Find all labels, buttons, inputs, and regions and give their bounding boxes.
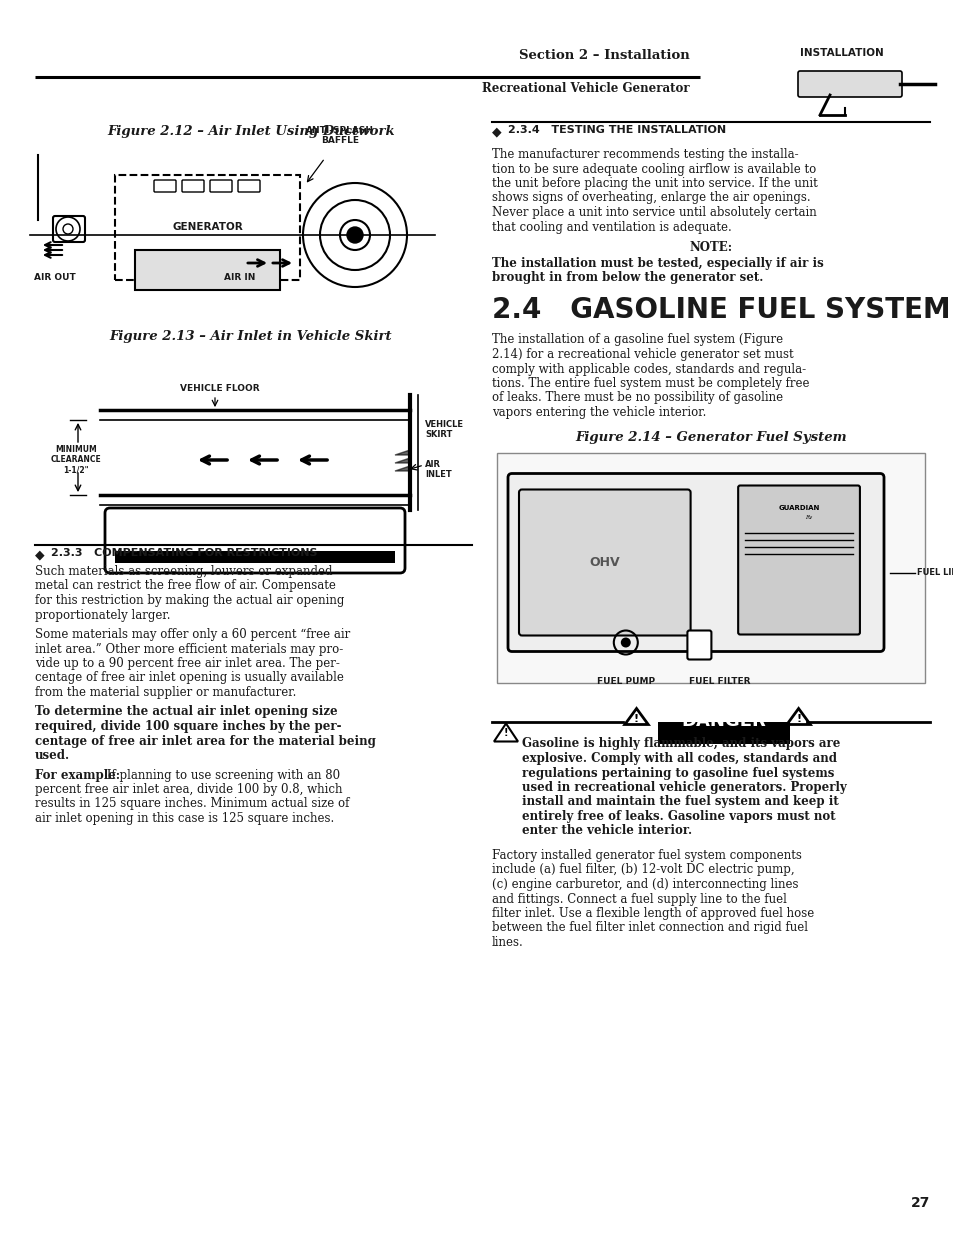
Bar [497,452,924,683]
Text: ◆: ◆ [35,548,45,561]
Text: 2.14) for a recreational vehicle generator set must: 2.14) for a recreational vehicle generat… [492,348,793,361]
Text: results in 125 square inches. Minimum actual size of: results in 125 square inches. Minimum ac… [35,798,349,810]
Polygon shape [395,450,410,454]
Polygon shape [395,458,410,463]
Text: and fittings. Connect a fuel supply line to the fuel: and fittings. Connect a fuel supply line… [492,893,786,905]
FancyBboxPatch shape [518,489,690,636]
Text: To determine the actual air inlet opening size: To determine the actual air inlet openin… [35,705,337,719]
Text: AIR OUT: AIR OUT [34,273,76,282]
Text: VEHICLE FLOOR: VEHICLE FLOOR [180,384,259,393]
Text: used.: used. [35,748,71,762]
Polygon shape [395,466,410,471]
Text: enter the vehicle interior.: enter the vehicle interior. [521,825,691,837]
Text: !: ! [634,714,639,724]
Text: inlet area.” Other more efficient materials may pro-: inlet area.” Other more efficient materi… [35,642,343,656]
FancyBboxPatch shape [237,180,260,191]
FancyBboxPatch shape [797,70,901,98]
Text: NOTE:: NOTE: [689,241,732,254]
Text: vide up to a 90 percent free air inlet area. The per-: vide up to a 90 percent free air inlet a… [35,657,339,671]
Text: the unit before placing the unit into service. If the unit: the unit before placing the unit into se… [492,177,817,190]
Text: Gasoline is highly flammable, and its vapors are: Gasoline is highly flammable, and its va… [521,737,840,751]
Text: The installation must be tested, especially if air is: The installation must be tested, especia… [492,257,822,269]
Text: tion to be sure adequate cooling airflow is available to: tion to be sure adequate cooling airflow… [492,163,816,175]
Text: AIR IN: AIR IN [224,273,255,282]
Text: FUEL LINE: FUEL LINE [916,568,953,577]
Text: FUEL FILTER: FUEL FILTER [688,678,749,687]
FancyBboxPatch shape [53,216,85,242]
Text: (c) engine carburetor, and (d) interconnecting lines: (c) engine carburetor, and (d) interconn… [492,878,798,890]
Text: Factory installed generator fuel system components: Factory installed generator fuel system … [492,848,801,862]
FancyBboxPatch shape [105,508,405,573]
Text: air inlet opening in this case is 125 square inches.: air inlet opening in this case is 125 sq… [35,811,334,825]
Text: GENERATOR: GENERATOR [172,222,243,232]
Text: from the material supplier or manufacturer.: from the material supplier or manufactur… [35,685,296,699]
Text: AIR
INLET: AIR INLET [424,459,452,479]
Text: centage of free air inlet opening is usually available: centage of free air inlet opening is usu… [35,672,343,684]
Text: of leaks. There must be no possibility of gasoline: of leaks. There must be no possibility o… [492,391,782,405]
Text: for this restriction by making the actual air opening: for this restriction by making the actua… [35,594,344,606]
Text: proportionately larger.: proportionately larger. [35,609,171,621]
Text: lines.: lines. [492,936,523,948]
Text: percent free air inlet area, divide 100 by 0.8, which: percent free air inlet area, divide 100 … [35,783,342,797]
Text: 27: 27 [910,1195,929,1210]
Text: For example:: For example: [35,768,120,782]
Bar [658,721,789,743]
Text: used in recreational vehicle generators. Properly: used in recreational vehicle generators.… [521,781,846,794]
Text: 2.3.4   TESTING THE INSTALLATION: 2.3.4 TESTING THE INSTALLATION [507,125,725,135]
Text: 2.3.3   COMPENSATING FOR RESTRICTIONS: 2.3.3 COMPENSATING FOR RESTRICTIONS [51,548,317,558]
Text: ANTI-SPLASH
BAFFLE: ANTI-SPLASH BAFFLE [306,126,374,144]
Bar [115,551,395,563]
Text: !: ! [503,729,508,739]
Text: The installation of a gasoline fuel system (Figure: The installation of a gasoline fuel syst… [492,333,782,347]
Text: shows signs of overheating, enlarge the air openings.: shows signs of overheating, enlarge the … [492,191,810,205]
Text: Never place a unit into service until absolutely certain: Never place a unit into service until ab… [492,206,816,219]
Text: Such materials as screening, louvers or expanded: Such materials as screening, louvers or … [35,564,333,578]
Text: INSTALLATION: INSTALLATION [800,48,882,58]
Circle shape [347,227,363,243]
Text: Figure 2.14 – Generator Fuel System: Figure 2.14 – Generator Fuel System [575,431,846,443]
Text: comply with applicable codes, standards and regula-: comply with applicable codes, standards … [492,363,805,375]
Text: ◆: ◆ [492,125,501,138]
Text: Section 2 – Installation: Section 2 – Installation [518,49,689,62]
Text: If planning to use screening with an 80: If planning to use screening with an 80 [103,768,340,782]
Text: that cooling and ventilation is adequate.: that cooling and ventilation is adequate… [492,221,731,233]
Circle shape [620,637,630,647]
Text: MINIMUM
CLEARANCE
1-1/2": MINIMUM CLEARANCE 1-1/2" [51,445,101,475]
Bar [115,175,299,280]
Text: GUARDIAN: GUARDIAN [778,505,819,510]
Text: vapors entering the vehicle interior.: vapors entering the vehicle interior. [492,406,705,419]
FancyBboxPatch shape [507,473,883,652]
Text: VEHICLE
SKIRT: VEHICLE SKIRT [424,420,463,440]
Text: Recreational Vehicle Generator: Recreational Vehicle Generator [482,82,689,95]
Text: 2.4   GASOLINE FUEL SYSTEM: 2.4 GASOLINE FUEL SYSTEM [492,295,949,324]
Text: required, divide 100 square inches by the per-: required, divide 100 square inches by th… [35,720,341,734]
Text: explosive. Comply with all codes, standards and: explosive. Comply with all codes, standa… [521,752,836,764]
Text: Figure 2.13 – Air Inlet in Vehicle Skirt: Figure 2.13 – Air Inlet in Vehicle Skirt [110,330,392,343]
FancyBboxPatch shape [738,485,859,635]
Text: !: ! [795,714,801,724]
Text: regulations pertaining to gasoline fuel systems: regulations pertaining to gasoline fuel … [521,767,834,779]
Text: The manufacturer recommends testing the installa-: The manufacturer recommends testing the … [492,148,798,161]
FancyBboxPatch shape [182,180,204,191]
Text: entirely free of leaks. Gasoline vapors must not: entirely free of leaks. Gasoline vapors … [521,810,835,823]
Text: include (a) fuel filter, (b) 12-volt DC electric pump,: include (a) fuel filter, (b) 12-volt DC … [492,863,794,877]
Text: filter inlet. Use a flexible length of approved fuel hose: filter inlet. Use a flexible length of a… [492,906,814,920]
Text: install and maintain the fuel system and keep it: install and maintain the fuel system and… [521,795,838,809]
Text: FUEL PUMP: FUEL PUMP [597,678,654,687]
Bar [135,249,280,290]
FancyBboxPatch shape [210,180,232,191]
Text: DANGER: DANGER [681,711,765,730]
Text: centage of free air inlet area for the material being: centage of free air inlet area for the m… [35,735,375,747]
Text: between the fuel filter inlet connection and rigid fuel: between the fuel filter inlet connection… [492,921,807,935]
Text: OHV: OHV [589,556,619,569]
Text: Figure 2.12 – Air Inlet Using Ductwork: Figure 2.12 – Air Inlet Using Ductwork [107,125,395,138]
Text: Rv: Rv [804,515,812,520]
FancyBboxPatch shape [153,180,175,191]
FancyBboxPatch shape [687,631,711,659]
Text: metal can restrict the free flow of air. Compensate: metal can restrict the free flow of air.… [35,579,335,593]
Text: tions. The entire fuel system must be completely free: tions. The entire fuel system must be co… [492,377,809,390]
Text: Some materials may offer only a 60 percent “free air: Some materials may offer only a 60 perce… [35,629,350,641]
Text: brought in from below the generator set.: brought in from below the generator set. [492,270,762,284]
